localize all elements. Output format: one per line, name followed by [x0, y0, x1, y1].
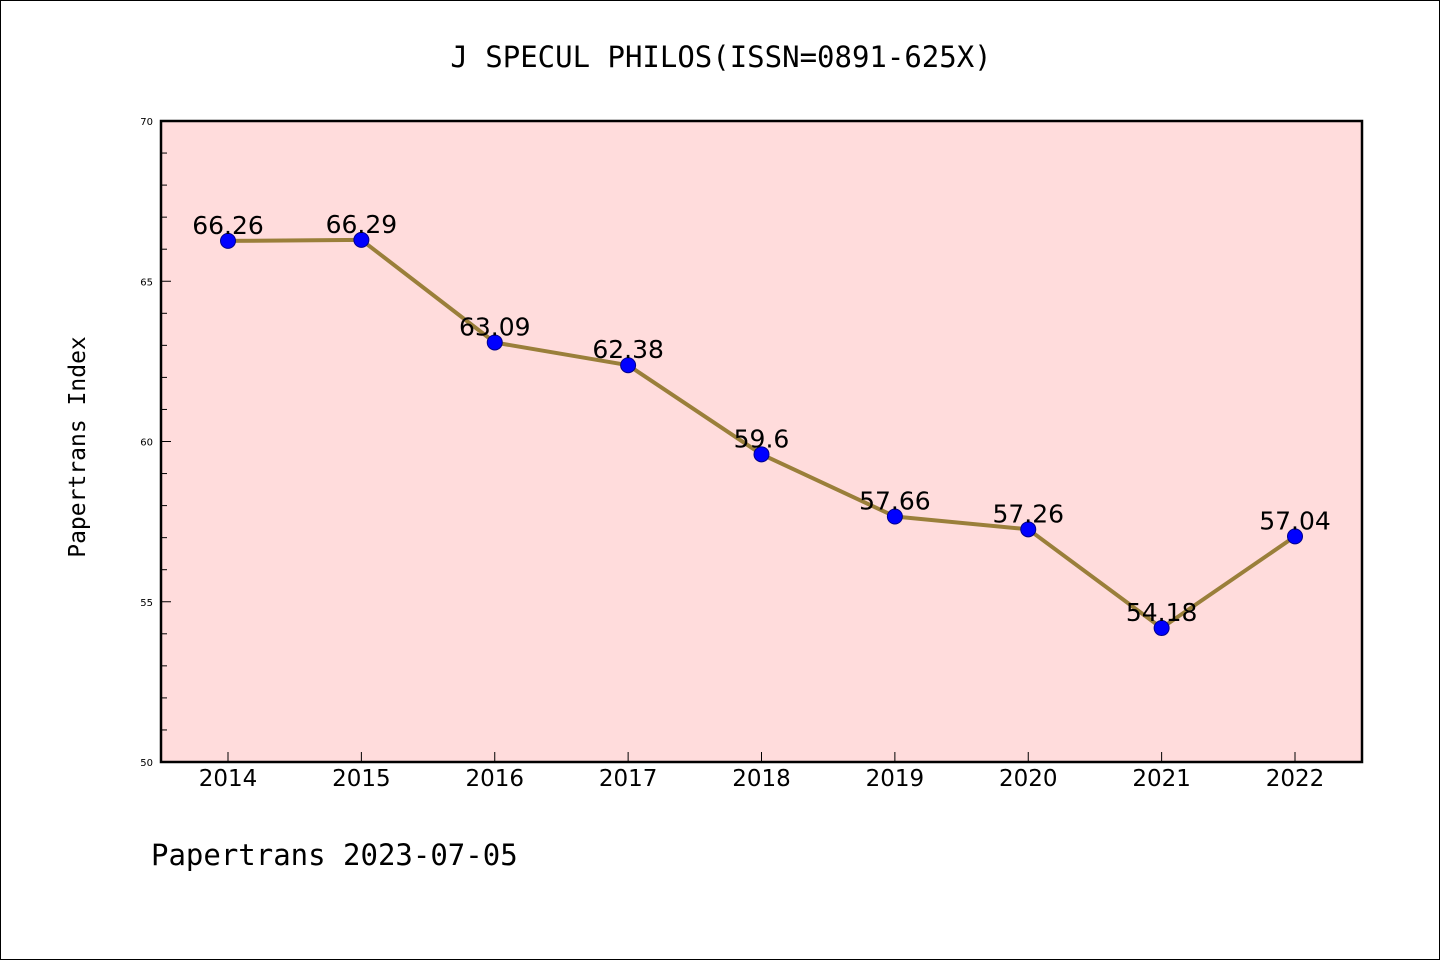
plot-border	[159, 119, 1364, 764]
x-tick-label: 2016	[465, 766, 524, 792]
data-label: 63.09	[459, 312, 531, 341]
data-label: 57.26	[992, 499, 1064, 528]
x-tick-label: 2014	[199, 766, 258, 792]
data-label: 62.38	[592, 335, 664, 364]
y-tick-label: 70	[140, 117, 153, 128]
data-point	[220, 232, 236, 249]
x-tick-label: 2017	[599, 766, 658, 792]
y-tick-label: 60	[140, 438, 153, 449]
y-tick-label: 50	[140, 758, 153, 769]
y-axis-label: Papertrans Index	[65, 336, 91, 558]
data-label: 66.26	[192, 211, 264, 240]
data-point	[1020, 521, 1037, 538]
x-tick-label: 2018	[732, 766, 791, 792]
data-markers	[220, 231, 1303, 637]
x-tick-label: 2020	[999, 766, 1058, 792]
data-point	[753, 446, 770, 463]
chart-title: J SPECUL PHILOS(ISSN=0891-625X)	[450, 40, 991, 74]
data-label: 57.04	[1259, 506, 1331, 535]
data-point	[1153, 620, 1170, 637]
data-label: 66.29	[326, 210, 398, 239]
x-tick-label: 2021	[1132, 766, 1191, 792]
x-tick-label: 2019	[866, 766, 925, 792]
data-labels: 66.26 66.29 63.09 62.38 59.6 57.66 57.26 54.18 5…	[192, 210, 1331, 627]
x-axis-ticks: 2014 2015 2016 2017 2018 2019 2020 2021 2022	[199, 752, 1325, 792]
data-label: 59.6	[734, 424, 790, 453]
y-tick-label: 65	[140, 277, 153, 288]
footer-text: Papertrans 2023-07-05	[151, 838, 518, 872]
data-point	[886, 508, 903, 525]
data-point	[353, 231, 370, 248]
x-tick-label: 2022	[1266, 766, 1325, 792]
data-point	[1287, 528, 1303, 545]
x-tick-label: 2015	[332, 766, 391, 792]
y-tick-label: 55	[140, 598, 153, 609]
plot-area	[161, 121, 1362, 762]
data-point	[620, 357, 637, 374]
data-label: 57.66	[859, 486, 931, 515]
data-point	[486, 334, 503, 351]
data-label: 54.18	[1126, 598, 1198, 627]
